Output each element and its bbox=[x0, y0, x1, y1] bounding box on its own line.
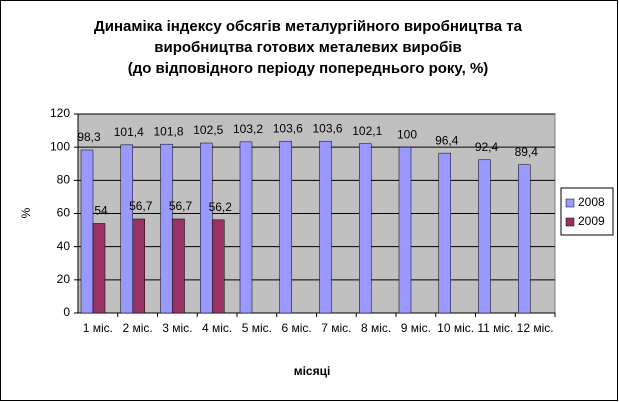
legend-box bbox=[560, 187, 614, 236]
bar bbox=[132, 218, 145, 314]
x-tick-label: 8 міс. bbox=[360, 321, 392, 335]
bar bbox=[92, 223, 106, 314]
x-tick-label: 1 міс. bbox=[82, 321, 113, 335]
data-label: 103,6 bbox=[273, 121, 303, 135]
y-axis-label: % bbox=[19, 207, 33, 218]
data-label: 54 bbox=[94, 204, 108, 218]
bar bbox=[398, 146, 412, 314]
bar bbox=[279, 140, 292, 314]
bar bbox=[359, 143, 372, 314]
data-label: 89,4 bbox=[515, 145, 539, 159]
data-label: 100 bbox=[397, 127, 417, 141]
y-tick-label: 0 bbox=[63, 305, 70, 319]
data-label: 101,8 bbox=[153, 124, 183, 138]
chart-title: (до відповідного періоду попереднього ро… bbox=[128, 60, 489, 77]
bar bbox=[319, 140, 332, 314]
legend-swatch bbox=[565, 198, 575, 208]
bar bbox=[438, 152, 451, 314]
data-label: 103,6 bbox=[312, 121, 342, 135]
data-label: 101,4 bbox=[114, 125, 144, 139]
x-tick-label: 3 міс. bbox=[162, 321, 193, 335]
bar bbox=[160, 143, 173, 314]
data-label: 102,5 bbox=[193, 123, 223, 137]
legend-swatch bbox=[565, 217, 575, 227]
x-tick-label: 10 міс. bbox=[437, 321, 475, 335]
legend-label: 2009 bbox=[578, 214, 605, 228]
x-tick-label: 2 міс. bbox=[122, 321, 153, 335]
data-label: 56,7 bbox=[129, 199, 153, 213]
bar bbox=[120, 144, 133, 314]
chart-title: Динаміка індексу обсягів металургійного … bbox=[94, 18, 523, 35]
y-tick-label: 60 bbox=[57, 206, 71, 220]
y-tick-label: 20 bbox=[57, 272, 71, 286]
legend-label: 2008 bbox=[578, 195, 605, 209]
bar bbox=[478, 159, 491, 314]
x-tick-label: 9 міс. bbox=[400, 321, 431, 335]
data-label: 56,2 bbox=[209, 200, 233, 214]
data-label: 96,4 bbox=[435, 133, 459, 147]
data-label: 56,7 bbox=[169, 199, 193, 213]
chart-title: виробництва готових металевих виробів bbox=[154, 39, 462, 56]
y-tick-label: 80 bbox=[57, 173, 71, 187]
x-tick-label: 6 міс. bbox=[281, 321, 312, 335]
bar bbox=[80, 149, 94, 314]
bar bbox=[239, 141, 253, 314]
x-tick-label: 12 міс. bbox=[516, 321, 554, 335]
bar bbox=[518, 164, 531, 314]
x-tick-label: 11 міс. bbox=[477, 321, 514, 335]
y-tick-label: 100 bbox=[50, 139, 70, 153]
bar bbox=[200, 142, 213, 314]
x-axis-label: місяці bbox=[294, 364, 331, 378]
bar bbox=[172, 218, 185, 314]
x-tick-label: 4 міс. bbox=[201, 321, 233, 335]
bar bbox=[212, 219, 225, 314]
x-tick-label: 7 міс. bbox=[321, 321, 352, 335]
data-label: 98,3 bbox=[77, 130, 101, 144]
data-label: 102,1 bbox=[352, 124, 382, 138]
data-label: 92,4 bbox=[475, 140, 499, 154]
data-label: 103,2 bbox=[233, 122, 263, 136]
y-tick-label: 120 bbox=[50, 106, 70, 120]
y-tick-label: 40 bbox=[57, 239, 71, 253]
x-tick-label: 5 міс. bbox=[241, 321, 272, 335]
